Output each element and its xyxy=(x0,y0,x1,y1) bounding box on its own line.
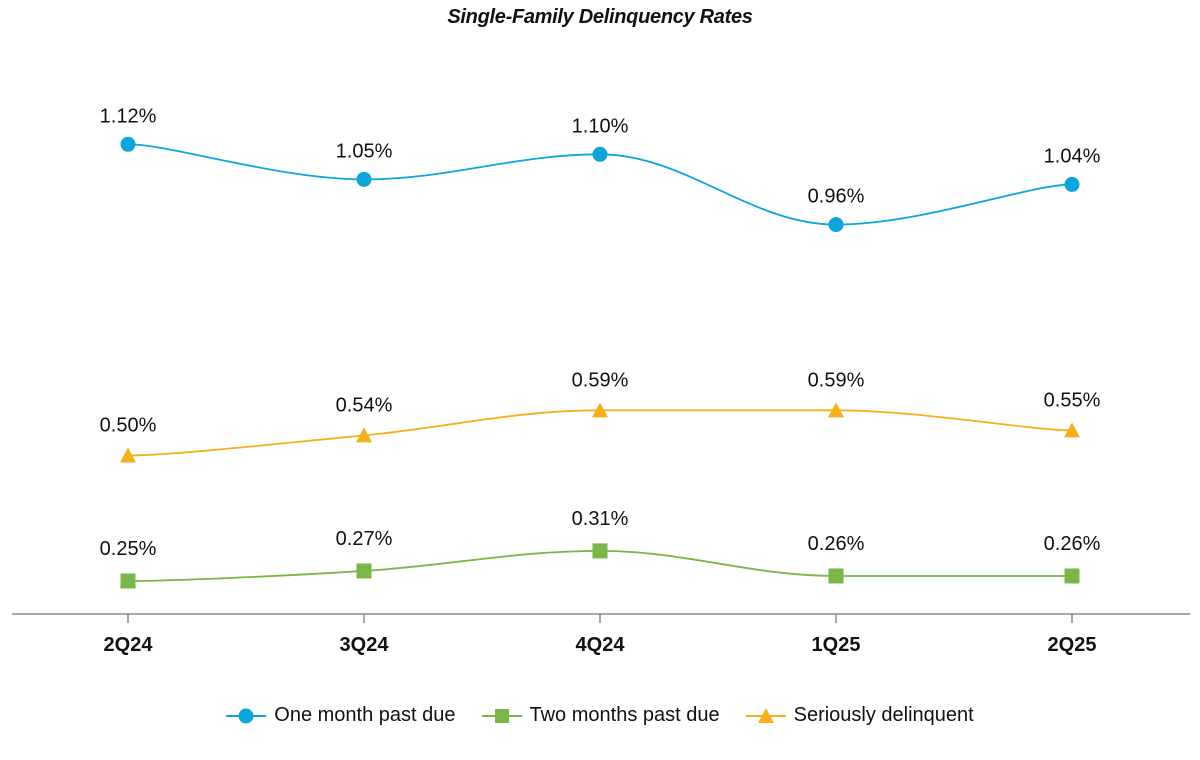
legend-item-one-month[interactable]: One month past due xyxy=(226,704,456,727)
data-label: 1.04% xyxy=(1044,145,1101,167)
data-point-circle[interactable] xyxy=(828,217,844,233)
x-tick-label: 4Q24 xyxy=(576,634,626,656)
legend-triangle-marker-icon xyxy=(745,707,786,723)
legend: One month past due Two months past due S… xyxy=(0,704,1200,727)
data-label: 0.54% xyxy=(336,394,393,416)
data-point-triangle[interactable] xyxy=(828,402,844,418)
data-point-square[interactable] xyxy=(1064,568,1080,584)
data-point-square[interactable] xyxy=(592,543,608,559)
legend-label: One month past due xyxy=(274,704,456,726)
data-label: 1.12% xyxy=(100,105,157,127)
line-chart: 2Q24 3Q24 4Q24 1Q25 2Q25 1.12% 1.05% 1.10% 0.96… xyxy=(12,105,1190,656)
data-label: 0.55% xyxy=(1044,389,1101,411)
data-point-circle[interactable] xyxy=(356,171,372,187)
data-point-square[interactable] xyxy=(120,573,136,589)
legend-square-marker-icon xyxy=(481,708,522,723)
data-point-triangle[interactable] xyxy=(356,427,372,443)
data-label: 0.25% xyxy=(100,538,157,560)
data-label: 1.05% xyxy=(336,140,393,162)
data-point-triangle[interactable] xyxy=(120,447,136,463)
data-label: 0.96% xyxy=(808,186,865,208)
data-point-square[interactable] xyxy=(828,568,844,584)
legend-circle-marker-icon xyxy=(226,708,267,723)
legend-label: Seriously delinquent xyxy=(793,704,974,726)
x-tick-label: 3Q24 xyxy=(340,634,390,656)
x-tick-label: 1Q25 xyxy=(812,634,861,656)
x-tick-label: 2Q24 xyxy=(104,634,154,656)
legend-label: Two months past due xyxy=(529,704,720,726)
data-label: 0.27% xyxy=(336,528,393,550)
data-label: 0.26% xyxy=(808,533,865,555)
data-label: 1.10% xyxy=(572,115,629,137)
data-point-triangle[interactable] xyxy=(1064,422,1080,438)
data-point-triangle[interactable] xyxy=(592,402,608,418)
chart-title: Single-Family Delinquency Rates xyxy=(447,6,753,28)
data-point-circle[interactable] xyxy=(120,136,136,152)
x-tick-label: 2Q25 xyxy=(1048,634,1097,656)
data-point-circle[interactable] xyxy=(592,146,608,162)
data-point-circle[interactable] xyxy=(1064,176,1080,192)
data-label: 0.50% xyxy=(100,415,157,437)
data-label: 0.26% xyxy=(1044,533,1101,555)
legend-item-two-months[interactable]: Two months past due xyxy=(481,704,720,727)
data-point-square[interactable] xyxy=(356,563,372,579)
data-label: 0.31% xyxy=(572,508,629,530)
data-label: 0.59% xyxy=(808,369,865,391)
data-label: 0.59% xyxy=(572,369,629,391)
legend-item-seriously-delinquent[interactable]: Seriously delinquent xyxy=(745,704,974,727)
